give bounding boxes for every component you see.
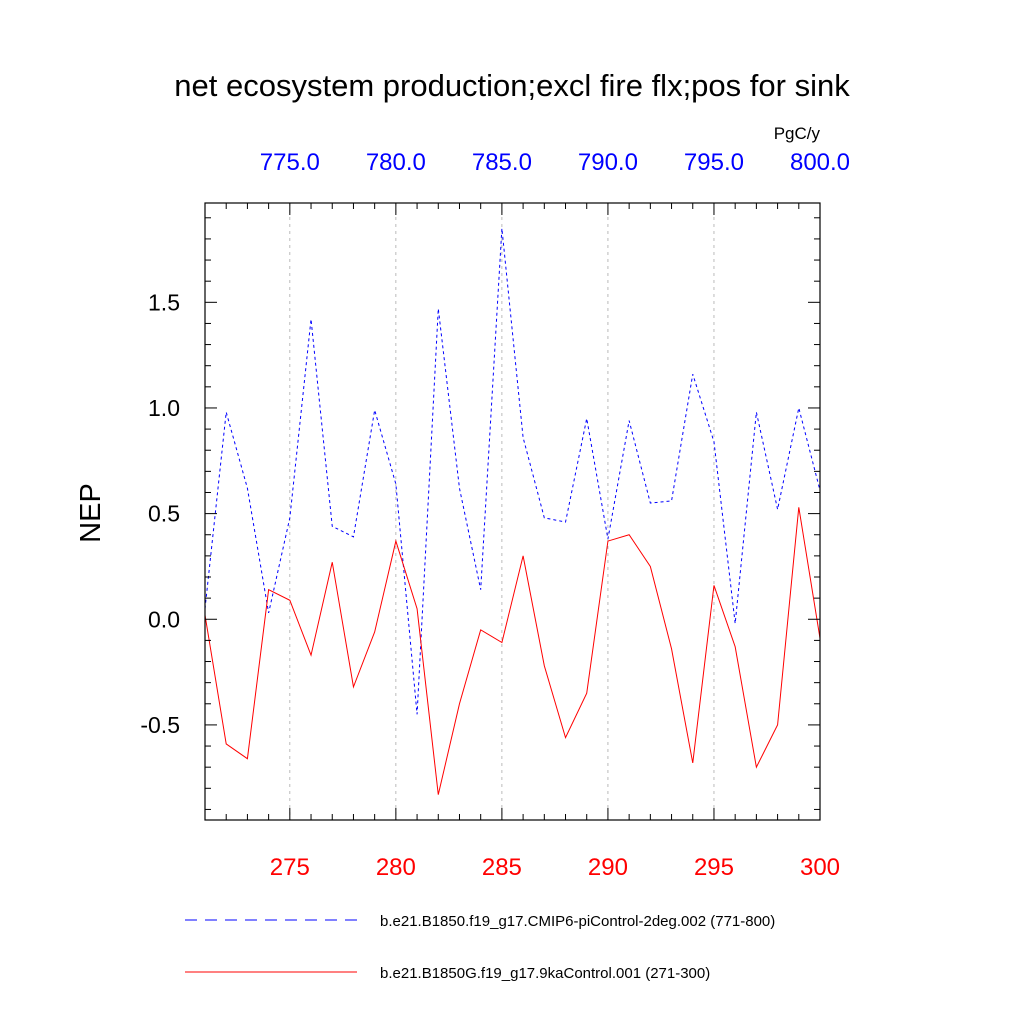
series-0-point-794 xyxy=(692,373,694,375)
x-top-tick-label-785: 785.0 xyxy=(472,149,532,176)
series-1-point-279 xyxy=(373,631,375,633)
y-tick-label-4: 1.5 xyxy=(148,289,180,315)
series-1-point-294 xyxy=(692,762,694,764)
series-1-point-273 xyxy=(246,758,248,760)
series-0-point-782 xyxy=(437,307,439,309)
legend: b.e21.B1850.f19_g17.CMIP6-piControl-2deg… xyxy=(185,913,775,982)
series-0-point-790 xyxy=(607,538,609,540)
x-top-tick-label-780: 780.0 xyxy=(366,149,426,176)
tick-labels: 275 280 285 290 295 300 775.0 780.0 785.0 790.0 79… xyxy=(140,149,850,881)
series-1-point-283 xyxy=(458,703,460,705)
series-1-point-272 xyxy=(225,743,227,745)
series-0-point-784 xyxy=(479,588,481,590)
series-0-point-783 xyxy=(458,487,460,489)
series-1-point-297 xyxy=(755,766,757,768)
plot-frame xyxy=(204,202,821,821)
series-layer xyxy=(204,227,821,795)
x-bottom-tick-label-290: 290 xyxy=(588,854,628,881)
series-0-point-786 xyxy=(522,436,524,438)
plot-border xyxy=(204,202,821,821)
series-0-point-772 xyxy=(225,411,227,413)
legend-label-picontrol: b.e21.B1850.f19_g17.CMIP6-piControl-2deg… xyxy=(380,913,775,930)
series-0-point-778 xyxy=(352,536,354,538)
series-1-point-278 xyxy=(352,686,354,688)
series-line-1 xyxy=(204,507,821,795)
series-0-point-796 xyxy=(734,622,736,624)
series-0-point-791 xyxy=(628,419,630,421)
x-bottom-tick-label-295: 295 xyxy=(694,854,734,881)
series-1-point-288 xyxy=(564,736,566,738)
series-0-point-793 xyxy=(670,500,672,502)
series-1-point-281 xyxy=(416,608,418,610)
x-bottom-tick-label-300: 300 xyxy=(800,854,840,881)
tick-marks xyxy=(204,203,821,820)
series-1-point-296 xyxy=(734,646,736,648)
y-tick-label-2: 0.5 xyxy=(148,501,180,527)
x-bottom-tick-label-280: 280 xyxy=(376,854,416,881)
series-1-point-298 xyxy=(776,724,778,726)
x-top-tick-label-795: 795.0 xyxy=(684,149,744,176)
series-1-point-293 xyxy=(670,648,672,650)
series-1-point-292 xyxy=(649,565,651,567)
series-1-point-280 xyxy=(395,540,397,542)
series-0-point-787 xyxy=(543,517,545,519)
series-0-point-795 xyxy=(713,441,715,443)
y-axis-label: NEP xyxy=(75,483,107,543)
x-top-tick-label-800: 800.0 xyxy=(790,149,850,176)
series-1-point-284 xyxy=(479,629,481,631)
series-0-point-780 xyxy=(395,483,397,485)
x-top-tick-label-775: 775.0 xyxy=(260,149,320,176)
series-0-point-774 xyxy=(267,612,269,614)
x-bottom-tick-label-275: 275 xyxy=(270,854,310,881)
series-1-point-289 xyxy=(586,692,588,694)
y-tick-label-3: 1.0 xyxy=(148,395,180,421)
gridlines xyxy=(289,203,715,820)
series-0-point-798 xyxy=(776,508,778,510)
units-label: PgC/y xyxy=(774,124,821,143)
series-0-point-799 xyxy=(798,407,800,409)
series-1-point-282 xyxy=(437,793,439,795)
series-1-point-274 xyxy=(267,588,269,590)
series-0-point-785 xyxy=(501,227,503,229)
chart-title: net ecosystem production;excl fire flx;p… xyxy=(174,68,850,103)
series-1-point-277 xyxy=(331,561,333,563)
series-0-point-797 xyxy=(755,411,757,413)
series-1-point-286 xyxy=(522,555,524,557)
legend-label-9kacontrol: b.e21.B1850G.f19_g17.9kaControl.001 (271… xyxy=(380,965,710,982)
series-1-point-275 xyxy=(289,599,291,601)
series-0-point-779 xyxy=(373,409,375,411)
series-0-point-773 xyxy=(246,487,248,489)
series-0-point-775 xyxy=(289,517,291,519)
series-1-point-299 xyxy=(798,506,800,508)
series-0-point-792 xyxy=(649,502,651,504)
series-1-point-291 xyxy=(628,534,630,536)
series-0-point-789 xyxy=(586,417,588,419)
x-top-tick-label-790: 790.0 xyxy=(578,149,638,176)
series-0-point-781 xyxy=(416,713,418,715)
series-0-point-777 xyxy=(331,525,333,527)
series-1-point-290 xyxy=(607,540,609,542)
series-1-point-295 xyxy=(713,584,715,586)
series-1-point-276 xyxy=(310,654,312,656)
series-line-0 xyxy=(204,228,821,715)
series-0-point-788 xyxy=(564,521,566,523)
series-1-point-287 xyxy=(543,665,545,667)
x-bottom-tick-label-285: 285 xyxy=(482,854,522,881)
y-tick-label-0: -0.5 xyxy=(140,712,180,738)
series-0-point-776 xyxy=(310,318,312,320)
series-1-point-285 xyxy=(501,641,503,643)
y-tick-label-1: 0.0 xyxy=(148,606,180,632)
